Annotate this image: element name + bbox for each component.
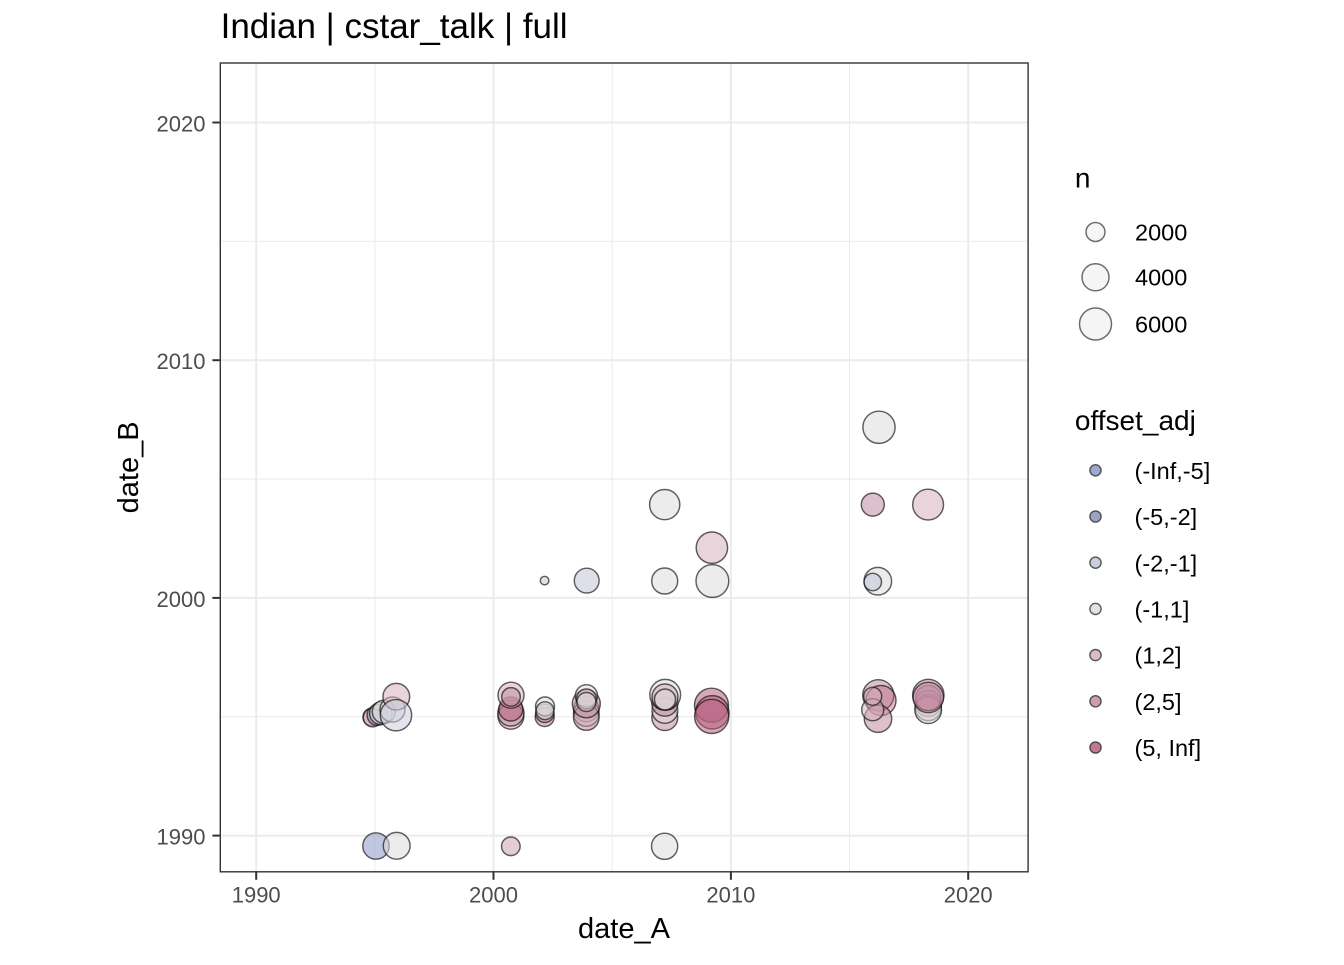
svg-text:2000: 2000 <box>469 883 518 908</box>
svg-text:offset_adj: offset_adj <box>1075 405 1196 436</box>
svg-text:(2,5]: (2,5] <box>1135 689 1182 715</box>
svg-text:(-5,-2]: (-5,-2] <box>1135 504 1198 530</box>
svg-text:2010: 2010 <box>157 349 206 374</box>
svg-text:1990: 1990 <box>232 883 281 908</box>
svg-text:(-1,1]: (-1,1] <box>1135 597 1190 623</box>
svg-text:(5, Inf]: (5, Inf] <box>1135 735 1202 761</box>
svg-text:date_A: date_A <box>578 913 671 945</box>
svg-text:(1,2]: (1,2] <box>1135 643 1182 669</box>
svg-text:(-2,-1]: (-2,-1] <box>1135 550 1198 576</box>
svg-text:6000: 6000 <box>1135 311 1187 337</box>
svg-text:date_B: date_B <box>113 421 145 513</box>
svg-text:1990: 1990 <box>157 825 206 850</box>
svg-text:Indian | cstar_talk | full: Indian | cstar_talk | full <box>221 7 568 46</box>
svg-text:2000: 2000 <box>157 587 206 612</box>
svg-text:4000: 4000 <box>1135 265 1187 291</box>
svg-text:(-Inf,-5]: (-Inf,-5] <box>1135 458 1211 484</box>
svg-text:2010: 2010 <box>706 883 755 908</box>
svg-text:2020: 2020 <box>157 112 206 137</box>
svg-text:2020: 2020 <box>944 883 993 908</box>
svg-text:2000: 2000 <box>1135 219 1187 245</box>
svg-text:n: n <box>1075 163 1091 194</box>
